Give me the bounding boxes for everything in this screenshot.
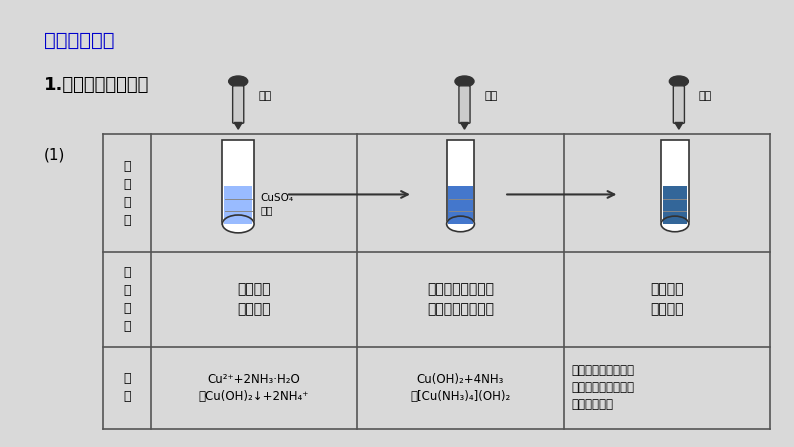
Circle shape — [661, 216, 688, 232]
Text: 实
验
现
象: 实 验 现 象 — [123, 266, 131, 333]
Text: 氨水: 氨水 — [258, 91, 272, 101]
Text: 1.简单配合物的形成: 1.简单配合物的形成 — [44, 76, 149, 94]
Circle shape — [455, 76, 474, 87]
Circle shape — [222, 215, 254, 233]
Text: 解
释: 解 释 — [123, 372, 131, 403]
FancyBboxPatch shape — [446, 140, 475, 224]
Circle shape — [229, 76, 248, 87]
Text: CuSO₄
溶液: CuSO₄ 溶液 — [260, 193, 294, 215]
Text: 实
验
步
骤: 实 验 步 骤 — [123, 160, 131, 227]
FancyBboxPatch shape — [673, 86, 684, 123]
Circle shape — [669, 76, 688, 87]
Text: 析出深蓝
色的晶体: 析出深蓝 色的晶体 — [650, 283, 684, 316]
Polygon shape — [234, 122, 242, 129]
Text: 乙醇的极性较小，配
合物的溶解度变小而
从溶液中析出: 乙醇的极性较小，配 合物的溶解度变小而 从溶液中析出 — [572, 364, 634, 411]
Circle shape — [446, 216, 474, 232]
Text: 难溶物溶解，得到
深蓝色的透明溶液: 难溶物溶解，得到 深蓝色的透明溶液 — [427, 283, 494, 316]
Text: 生成蓝色
絮状沉淀: 生成蓝色 絮状沉淀 — [237, 283, 271, 316]
Polygon shape — [675, 122, 683, 129]
FancyBboxPatch shape — [222, 140, 254, 224]
Text: Cu(OH)₂+4NH₃
＝[Cu(NH₃)₄](OH)₂: Cu(OH)₂+4NH₃ ＝[Cu(NH₃)₄](OH)₂ — [410, 373, 511, 403]
Text: 乙醇: 乙醇 — [699, 91, 712, 101]
Text: 【实验步骤】: 【实验步骤】 — [44, 31, 114, 51]
FancyBboxPatch shape — [459, 86, 470, 123]
Text: 氨水: 氨水 — [484, 91, 498, 101]
FancyBboxPatch shape — [661, 140, 689, 224]
Text: (1): (1) — [44, 148, 65, 163]
Text: Cu²⁺+2NH₃·H₂O
＝Cu(OH)₂↓+2NH₄⁺: Cu²⁺+2NH₃·H₂O ＝Cu(OH)₂↓+2NH₄⁺ — [198, 373, 310, 403]
FancyBboxPatch shape — [233, 86, 244, 123]
Bar — [448, 186, 473, 224]
Bar — [224, 186, 252, 224]
Polygon shape — [461, 122, 468, 129]
Bar — [662, 186, 687, 224]
